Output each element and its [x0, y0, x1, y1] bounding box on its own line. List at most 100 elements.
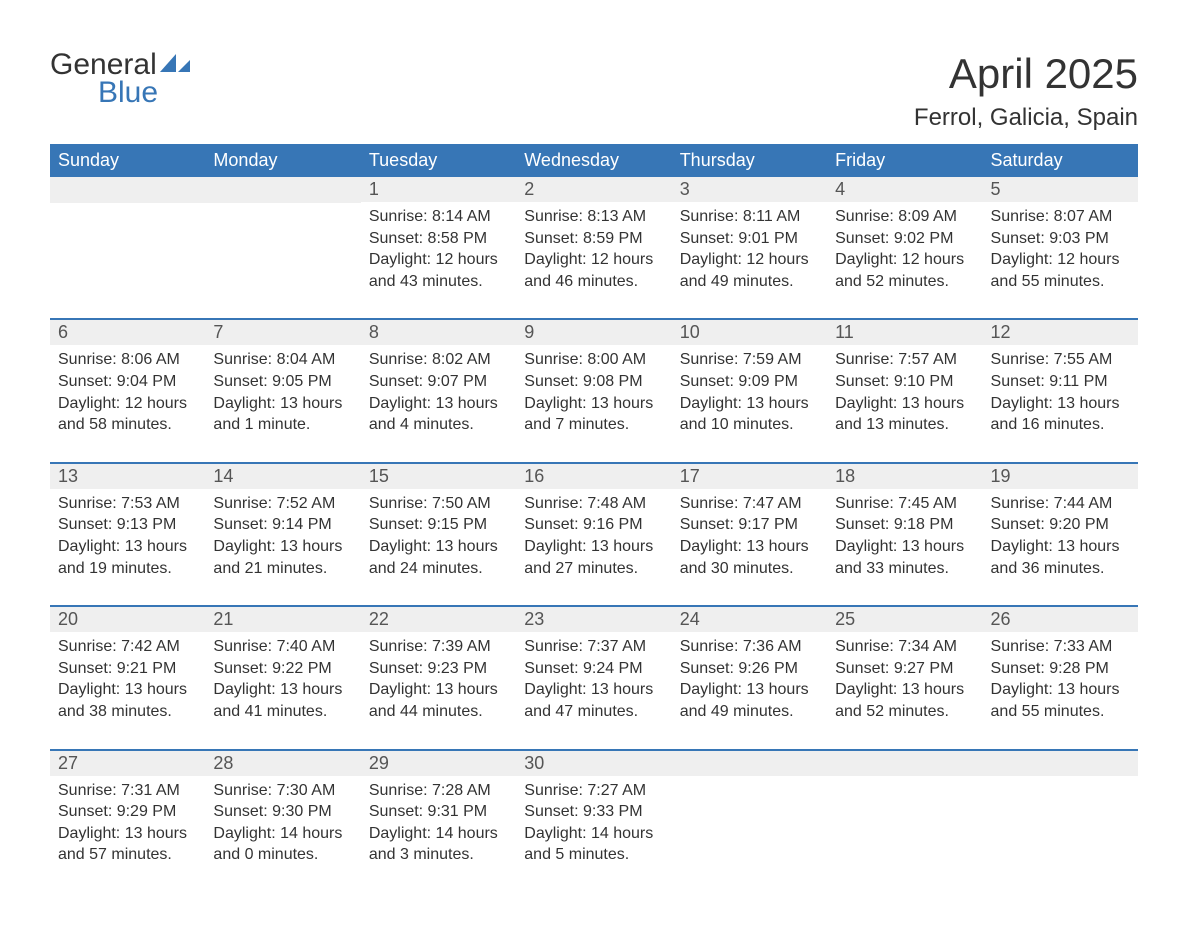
day-number: 13: [50, 464, 205, 489]
day-number: 6: [50, 320, 205, 345]
sunset-line: Sunset: 9:15 PM: [369, 514, 508, 536]
sunset-line: Sunset: 9:22 PM: [213, 658, 352, 680]
daylight-line: Daylight: 13 hours and 57 minutes.: [58, 823, 197, 866]
calendar-day-cell: 10Sunrise: 7:59 AMSunset: 9:09 PMDayligh…: [672, 319, 827, 462]
day-number: 15: [361, 464, 516, 489]
day-number: 12: [983, 320, 1138, 345]
calendar-day-cell: 1Sunrise: 8:14 AMSunset: 8:58 PMDaylight…: [361, 177, 516, 319]
calendar-day-cell: 23Sunrise: 7:37 AMSunset: 9:24 PMDayligh…: [516, 606, 671, 749]
weekday-header: Friday: [827, 144, 982, 177]
day-details: Sunrise: 8:06 AMSunset: 9:04 PMDaylight:…: [50, 345, 205, 435]
sunrise-line: Sunrise: 7:30 AM: [213, 780, 352, 802]
sunrise-line: Sunrise: 7:36 AM: [680, 636, 819, 658]
weekday-header: Tuesday: [361, 144, 516, 177]
day-number: 16: [516, 464, 671, 489]
day-number: 11: [827, 320, 982, 345]
daylight-line: Daylight: 13 hours and 7 minutes.: [524, 393, 663, 436]
calendar-day-cell: 26Sunrise: 7:33 AMSunset: 9:28 PMDayligh…: [983, 606, 1138, 749]
calendar-week-row: 6Sunrise: 8:06 AMSunset: 9:04 PMDaylight…: [50, 319, 1138, 462]
calendar-table: SundayMondayTuesdayWednesdayThursdayFrid…: [50, 144, 1138, 892]
day-number: 26: [983, 607, 1138, 632]
sunrise-line: Sunrise: 7:27 AM: [524, 780, 663, 802]
day-details: Sunrise: 7:36 AMSunset: 9:26 PMDaylight:…: [672, 632, 827, 722]
day-details: Sunrise: 8:14 AMSunset: 8:58 PMDaylight:…: [361, 202, 516, 292]
calendar-day-cell: 21Sunrise: 7:40 AMSunset: 9:22 PMDayligh…: [205, 606, 360, 749]
calendar-empty-cell: [827, 750, 982, 892]
sunrise-line: Sunrise: 8:14 AM: [369, 206, 508, 228]
calendar-day-cell: 7Sunrise: 8:04 AMSunset: 9:05 PMDaylight…: [205, 319, 360, 462]
location-subtitle: Ferrol, Galicia, Spain: [914, 104, 1138, 132]
calendar-day-cell: 27Sunrise: 7:31 AMSunset: 9:29 PMDayligh…: [50, 750, 205, 892]
sunset-line: Sunset: 9:33 PM: [524, 801, 663, 823]
day-number: 1: [361, 177, 516, 202]
daylight-line: Daylight: 13 hours and 49 minutes.: [680, 679, 819, 722]
sunrise-line: Sunrise: 7:40 AM: [213, 636, 352, 658]
sunset-line: Sunset: 9:03 PM: [991, 228, 1130, 250]
sunrise-line: Sunrise: 7:28 AM: [369, 780, 508, 802]
sunset-line: Sunset: 9:08 PM: [524, 371, 663, 393]
sunrise-line: Sunrise: 7:55 AM: [991, 349, 1130, 371]
calendar-header-row: SundayMondayTuesdayWednesdayThursdayFrid…: [50, 144, 1138, 177]
calendar-empty-cell: [205, 177, 360, 319]
sunrise-line: Sunrise: 8:13 AM: [524, 206, 663, 228]
day-number: 28: [205, 751, 360, 776]
weekday-header: Monday: [205, 144, 360, 177]
calendar-day-cell: 3Sunrise: 8:11 AMSunset: 9:01 PMDaylight…: [672, 177, 827, 319]
calendar-week-row: 13Sunrise: 7:53 AMSunset: 9:13 PMDayligh…: [50, 463, 1138, 606]
day-details: Sunrise: 7:57 AMSunset: 9:10 PMDaylight:…: [827, 345, 982, 435]
daylight-line: Daylight: 13 hours and 19 minutes.: [58, 536, 197, 579]
day-number: 3: [672, 177, 827, 202]
calendar-day-cell: 20Sunrise: 7:42 AMSunset: 9:21 PMDayligh…: [50, 606, 205, 749]
day-details: Sunrise: 7:28 AMSunset: 9:31 PMDaylight:…: [361, 776, 516, 866]
daylight-line: Daylight: 13 hours and 16 minutes.: [991, 393, 1130, 436]
sunset-line: Sunset: 9:05 PM: [213, 371, 352, 393]
calendar-day-cell: 4Sunrise: 8:09 AMSunset: 9:02 PMDaylight…: [827, 177, 982, 319]
logo-word-blue: Blue: [98, 76, 158, 110]
daylight-line: Daylight: 12 hours and 55 minutes.: [991, 249, 1130, 292]
sunrise-line: Sunrise: 7:42 AM: [58, 636, 197, 658]
day-number: 30: [516, 751, 671, 776]
weekday-header: Sunday: [50, 144, 205, 177]
day-details: Sunrise: 8:13 AMSunset: 8:59 PMDaylight:…: [516, 202, 671, 292]
sunset-line: Sunset: 9:20 PM: [991, 514, 1130, 536]
daylight-line: Daylight: 12 hours and 58 minutes.: [58, 393, 197, 436]
calendar-day-cell: 9Sunrise: 8:00 AMSunset: 9:08 PMDaylight…: [516, 319, 671, 462]
daylight-line: Daylight: 13 hours and 10 minutes.: [680, 393, 819, 436]
day-details: Sunrise: 7:52 AMSunset: 9:14 PMDaylight:…: [205, 489, 360, 579]
day-details: Sunrise: 7:31 AMSunset: 9:29 PMDaylight:…: [50, 776, 205, 866]
calendar-day-cell: 14Sunrise: 7:52 AMSunset: 9:14 PMDayligh…: [205, 463, 360, 606]
day-details: Sunrise: 7:39 AMSunset: 9:23 PMDaylight:…: [361, 632, 516, 722]
daylight-line: Daylight: 13 hours and 21 minutes.: [213, 536, 352, 579]
day-number: 21: [205, 607, 360, 632]
day-details: Sunrise: 7:50 AMSunset: 9:15 PMDaylight:…: [361, 489, 516, 579]
sunset-line: Sunset: 9:13 PM: [58, 514, 197, 536]
sunrise-line: Sunrise: 7:48 AM: [524, 493, 663, 515]
sunset-line: Sunset: 9:23 PM: [369, 658, 508, 680]
sunset-line: Sunset: 9:28 PM: [991, 658, 1130, 680]
sunrise-line: Sunrise: 7:39 AM: [369, 636, 508, 658]
sunset-line: Sunset: 9:18 PM: [835, 514, 974, 536]
calendar-day-cell: 25Sunrise: 7:34 AMSunset: 9:27 PMDayligh…: [827, 606, 982, 749]
day-details: Sunrise: 8:09 AMSunset: 9:02 PMDaylight:…: [827, 202, 982, 292]
weekday-header: Thursday: [672, 144, 827, 177]
sunrise-line: Sunrise: 8:11 AM: [680, 206, 819, 228]
daylight-line: Daylight: 13 hours and 27 minutes.: [524, 536, 663, 579]
sunrise-line: Sunrise: 7:59 AM: [680, 349, 819, 371]
day-details: Sunrise: 7:53 AMSunset: 9:13 PMDaylight:…: [50, 489, 205, 579]
calendar-empty-cell: [50, 177, 205, 319]
calendar-day-cell: 5Sunrise: 8:07 AMSunset: 9:03 PMDaylight…: [983, 177, 1138, 319]
day-number: 24: [672, 607, 827, 632]
day-details: Sunrise: 7:55 AMSunset: 9:11 PMDaylight:…: [983, 345, 1138, 435]
day-number: 8: [361, 320, 516, 345]
day-details: Sunrise: 8:04 AMSunset: 9:05 PMDaylight:…: [205, 345, 360, 435]
sunset-line: Sunset: 9:01 PM: [680, 228, 819, 250]
sunset-line: Sunset: 9:11 PM: [991, 371, 1130, 393]
sunset-line: Sunset: 8:58 PM: [369, 228, 508, 250]
calendar-day-cell: 12Sunrise: 7:55 AMSunset: 9:11 PMDayligh…: [983, 319, 1138, 462]
sunrise-line: Sunrise: 8:06 AM: [58, 349, 197, 371]
daylight-line: Daylight: 14 hours and 3 minutes.: [369, 823, 508, 866]
sunset-line: Sunset: 9:24 PM: [524, 658, 663, 680]
daylight-line: Daylight: 14 hours and 0 minutes.: [213, 823, 352, 866]
sunset-line: Sunset: 9:26 PM: [680, 658, 819, 680]
sunset-line: Sunset: 9:16 PM: [524, 514, 663, 536]
